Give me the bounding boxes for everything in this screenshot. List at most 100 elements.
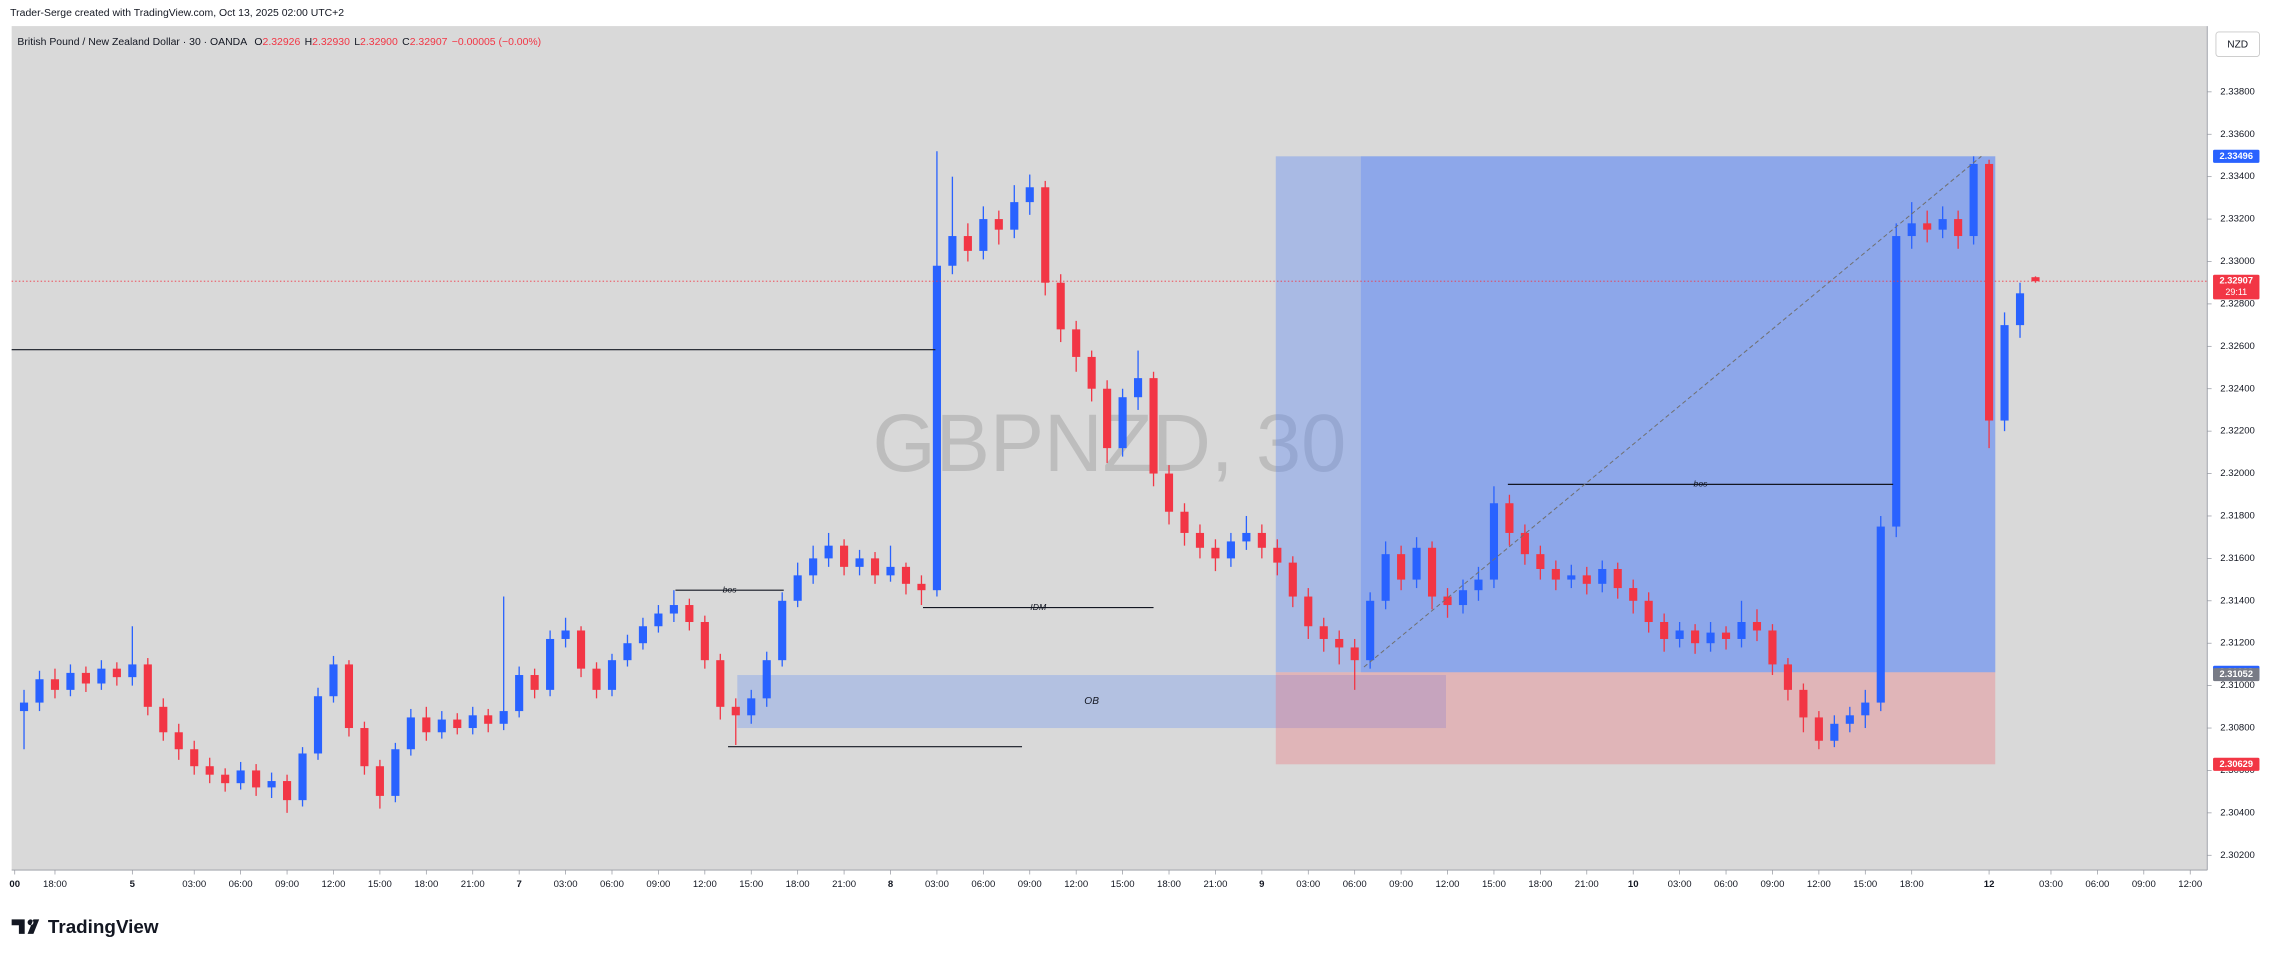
candle-body — [97, 669, 105, 684]
candle-body — [1768, 630, 1776, 664]
candle-body — [252, 770, 260, 787]
candle-body — [1660, 622, 1668, 639]
candle-body — [840, 546, 848, 567]
candle-body — [469, 715, 477, 728]
candle-body — [1273, 548, 1281, 563]
candle-body — [1629, 588, 1637, 601]
candle-body — [20, 703, 28, 711]
candle-body — [1985, 164, 1993, 421]
candle-body — [144, 664, 152, 706]
candle-body — [1057, 283, 1065, 330]
x-tick-label: 06:00 — [229, 879, 253, 890]
candle-body — [577, 630, 585, 668]
candle-body — [438, 720, 446, 733]
candle-body — [716, 660, 724, 707]
x-tick-label: 09:00 — [275, 879, 299, 890]
candle-body — [391, 749, 399, 796]
candle-body — [855, 558, 863, 566]
candle-body — [1351, 647, 1359, 660]
candle-body — [113, 669, 121, 677]
x-tick-label: 03:00 — [554, 879, 578, 890]
candle-body — [639, 626, 647, 643]
candle-body — [1335, 639, 1343, 647]
level-label: bos — [723, 584, 738, 594]
x-tick-label: 18:00 — [786, 879, 810, 890]
legend-field-name: H — [305, 37, 313, 48]
level-label: bos — [1694, 479, 1709, 489]
candle-body — [1614, 569, 1622, 588]
candle-body — [685, 605, 693, 622]
x-tick-label: 12 — [1984, 879, 1995, 890]
candle-body — [1892, 236, 1900, 527]
x-tick-label: 5 — [130, 879, 136, 890]
candle-body — [964, 236, 972, 251]
x-tick-label: 06:00 — [2085, 879, 2109, 890]
header: Trader-Serge created with TradingView.co… — [10, 8, 344, 19]
candle-body — [500, 711, 508, 724]
candle-body — [1366, 601, 1374, 660]
y-tick-label: 2.32800 — [2220, 298, 2255, 309]
x-tick-label: 10 — [1628, 879, 1639, 890]
candle-body — [592, 669, 600, 690]
candle-body — [1799, 690, 1807, 718]
legend: British Pound / New Zealand Dollar · 30 … — [17, 37, 541, 48]
candle-body — [1784, 664, 1792, 689]
candle-body — [778, 601, 786, 660]
candle-body — [237, 770, 245, 783]
candle-body — [1072, 329, 1080, 357]
x-tick-label: 9 — [1259, 879, 1264, 890]
candle-body — [206, 766, 214, 774]
currency[interactable]: NZD — [2227, 40, 2248, 51]
candle-body — [654, 614, 662, 627]
y-tick-label: 2.33600 — [2220, 129, 2255, 140]
candle-body — [1908, 223, 1916, 236]
candle-body — [1459, 590, 1467, 605]
y-tick-label: 2.31800 — [2220, 511, 2255, 522]
candle-body — [329, 664, 337, 696]
candle-body — [1753, 622, 1761, 630]
candle-body — [623, 643, 631, 660]
candle-body — [1923, 223, 1931, 229]
candle-body — [1304, 597, 1312, 627]
candle-body — [1567, 575, 1575, 579]
y-tick-label: 2.33800 — [2220, 86, 2255, 97]
price-badge-label: 2.32907 — [2219, 276, 2253, 286]
x-tick-label: 8 — [888, 879, 894, 890]
candle-body — [82, 673, 90, 684]
x-tick-label: 03:00 — [925, 879, 949, 890]
candle-body — [1413, 548, 1421, 580]
x-tick-label: 12:00 — [1436, 879, 1460, 890]
candle-body — [128, 664, 136, 677]
candle-body — [995, 219, 1003, 230]
price-badge-label: 2.33496 — [2219, 151, 2253, 161]
y-tick-label: 2.33400 — [2220, 171, 2255, 182]
candle-body — [1474, 580, 1482, 591]
symbol: British Pound / New Zealand Dollar · 30 … — [17, 37, 247, 48]
candle-body — [1088, 357, 1096, 389]
x-tick-label: 12:00 — [322, 879, 346, 890]
candle-body — [1970, 164, 1978, 236]
countdown: 29:11 — [2225, 287, 2247, 297]
candle-body — [1258, 533, 1266, 548]
x-tick-label: 09:00 — [646, 879, 670, 890]
candle-body — [1041, 187, 1049, 282]
y-tick-label: 2.33200 — [2220, 214, 2255, 225]
price-badge-label: 2.30629 — [2219, 759, 2253, 769]
candle-body — [1954, 219, 1962, 236]
candle-body — [917, 584, 925, 590]
candle-body — [283, 781, 291, 800]
x-tick-label: 21:00 — [1203, 879, 1227, 890]
candle-body — [453, 720, 461, 728]
candle-body — [1691, 630, 1699, 643]
price-badge-label: 2.31052 — [2219, 669, 2253, 679]
candle-body — [314, 696, 322, 753]
candle-body — [1289, 563, 1297, 597]
candle-body — [407, 717, 415, 749]
candle-body — [1196, 533, 1204, 548]
x-tick-label: 18:00 — [1157, 879, 1181, 890]
candle-body — [1939, 219, 1947, 230]
y-tick-label: 2.31000 — [2220, 680, 2255, 691]
candle-body — [794, 575, 802, 600]
y-tick-label: 2.30400 — [2220, 807, 2255, 818]
